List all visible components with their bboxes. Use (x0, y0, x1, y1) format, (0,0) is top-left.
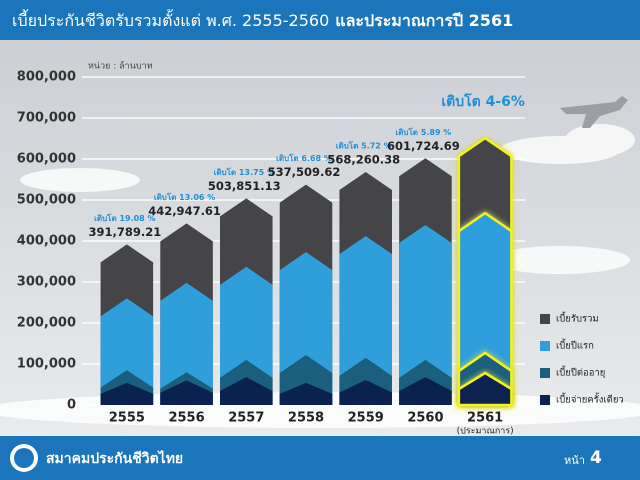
growth-label: เติบโต 4-6% (441, 92, 525, 110)
growth-label: เติบโต 13.75 % (214, 167, 275, 177)
x-tick-label: 2561 (467, 411, 503, 426)
header-bar (0, 0, 640, 40)
legend-label: เบี้ยจ่ายครั้งเดียว (556, 393, 624, 406)
bar (160, 380, 213, 405)
logo-inner (14, 448, 34, 468)
growth-label: เติบโต 5.72 % (336, 141, 392, 151)
bar (339, 379, 392, 405)
growth-label: เติบโต 6.68 % (276, 153, 332, 163)
y-tick-label: 500,000 (17, 193, 76, 208)
bar (399, 225, 452, 405)
bar (457, 371, 513, 407)
growth-label: เติบโต 19.08 % (94, 213, 155, 223)
value-label: 503,851.13 (208, 179, 281, 193)
y-tick-label: 200,000 (17, 316, 76, 331)
growth-label: เติบโต 5.89 % (396, 127, 452, 137)
value-label: 442,947.61 (148, 204, 221, 218)
value-label: 391,789.21 (88, 225, 161, 239)
page-number: 4 (590, 448, 602, 468)
value-label: 537,509.62 (268, 165, 341, 179)
growth-label: เติบโต 13.06 % (154, 192, 215, 202)
footer-bar (0, 436, 640, 480)
footer-organization: สมาคมประกันชีวิตไทย (46, 449, 183, 467)
bar (160, 282, 213, 405)
legend-swatch (540, 341, 550, 351)
x-tick-label: 2555 (109, 411, 145, 426)
x-tick-note: (ประมาณการ) (457, 427, 514, 437)
bar (220, 377, 273, 405)
x-tick-label: 2560 (407, 411, 443, 426)
legend-swatch (540, 314, 550, 324)
x-tick-label: 2557 (228, 411, 264, 426)
bar (100, 382, 154, 405)
bar (339, 236, 392, 405)
value-label: 601,724.69 (387, 139, 460, 153)
y-tick-label: 400,000 (17, 234, 76, 249)
bar (279, 382, 333, 405)
legend-label: เบี้ยปีแรก (556, 339, 594, 352)
legend-swatch (540, 368, 550, 378)
legend-label: เบี้ยปีต่ออายุ (556, 366, 605, 379)
x-tick-label: 2559 (348, 411, 384, 426)
value-label: 568,260.38 (327, 153, 400, 167)
x-tick-label: 2556 (168, 411, 204, 426)
y-tick-label: 300,000 (17, 275, 76, 290)
y-tick-label: 0 (67, 398, 76, 413)
unit-label: หน่วย : ล้านบาท (88, 61, 153, 72)
y-tick-label: 700,000 (17, 111, 76, 126)
y-tick-label: 100,000 (17, 357, 76, 372)
page-label: หน้า (564, 454, 585, 467)
title: เบี้ยประกันชีวิตรับรวมตั้งแต่ พ.ศ. 2555-… (12, 9, 513, 30)
y-tick-label: 600,000 (17, 152, 76, 167)
bar (399, 377, 452, 405)
legend-swatch (540, 395, 550, 405)
x-tick-label: 2558 (288, 411, 324, 426)
legend-label: เบี้ยรับรวม (556, 312, 599, 325)
airplane-icon (560, 96, 628, 128)
y-tick-label: 800,000 (17, 70, 76, 85)
bar (100, 298, 154, 405)
